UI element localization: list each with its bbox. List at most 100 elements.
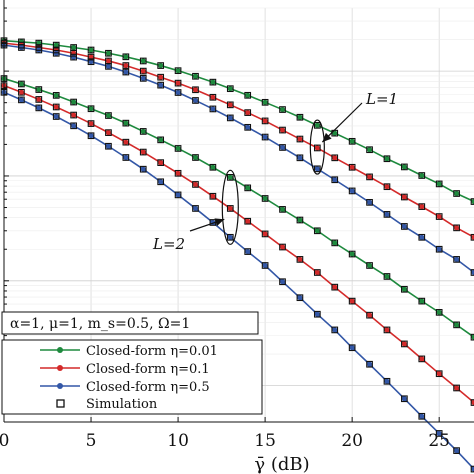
simulation-point	[105, 49, 112, 57]
x-axis-title: γ̄ (dB)	[254, 454, 309, 474]
series-point	[227, 234, 233, 240]
legend-label: Closed-form η=0.1	[86, 362, 210, 377]
series-point	[123, 139, 129, 145]
simulation-point	[470, 399, 474, 406]
simulation-point	[157, 159, 165, 166]
simulation-point	[348, 163, 356, 171]
series-point	[349, 188, 355, 194]
simulation-point	[435, 213, 443, 220]
legend-label: Closed-form η=0.01	[86, 344, 218, 359]
simulation-point	[52, 49, 60, 57]
series-point	[453, 322, 460, 328]
series-point	[175, 80, 181, 86]
series-point	[401, 341, 407, 347]
simulation-point	[192, 86, 199, 94]
simulation-point	[279, 206, 286, 213]
simulation-point	[366, 173, 373, 181]
simulation-point	[209, 192, 217, 200]
series-point	[227, 102, 233, 108]
simulation-point	[261, 230, 269, 238]
simulation-point	[401, 223, 408, 230]
simulation-point	[87, 105, 95, 113]
legend-dot-blue	[57, 383, 63, 389]
simulation-point	[244, 123, 252, 131]
simulation-point	[192, 154, 199, 161]
series-point	[123, 69, 129, 75]
l1-arrow	[321, 102, 363, 143]
series-point	[88, 133, 94, 139]
series-point	[36, 105, 42, 111]
simulation-point	[209, 105, 217, 113]
series-point	[245, 185, 251, 191]
series-line	[3, 91, 474, 470]
simulation-point	[383, 273, 391, 280]
series-line	[3, 39, 474, 203]
simulation-point	[244, 248, 252, 255]
simulation-point	[296, 256, 304, 263]
series-point	[471, 198, 474, 205]
series-point	[262, 134, 268, 140]
series-point	[245, 124, 251, 130]
series-point	[384, 211, 390, 217]
x-tick-label: 0	[0, 431, 9, 451]
simulation-point	[279, 243, 286, 251]
series-point	[227, 86, 233, 92]
simulation-point	[70, 111, 77, 119]
series-point	[123, 62, 129, 69]
series-point	[453, 225, 460, 231]
simulation-point	[139, 165, 147, 173]
series-point	[192, 154, 199, 161]
series-point	[123, 154, 129, 161]
series-point	[401, 286, 407, 292]
series-point	[140, 58, 146, 64]
simulation-point	[296, 216, 304, 224]
series-point	[105, 63, 112, 69]
axes: 0 5 10 15 20 25	[0, 0, 474, 451]
series-point	[245, 110, 251, 116]
series-point	[384, 273, 390, 280]
simulation-point	[296, 294, 304, 302]
series-point	[279, 244, 286, 250]
simulation-point	[139, 75, 147, 82]
simulation-point	[348, 344, 356, 352]
simulation-point	[157, 73, 165, 81]
simulation-point	[105, 142, 112, 150]
series-point	[175, 192, 181, 198]
simulation-point	[279, 144, 286, 151]
series-point	[140, 75, 146, 81]
parameters-frame	[1, 311, 259, 335]
legend-entry-simulation: Simulation	[56, 397, 158, 412]
series-line	[3, 44, 474, 274]
simulation-point	[331, 283, 339, 291]
simulation-point	[261, 98, 269, 106]
series-point	[332, 177, 338, 183]
series-point	[262, 231, 268, 237]
series-point	[453, 190, 460, 197]
series-line	[3, 84, 474, 404]
simulation-point	[35, 46, 43, 54]
simulation-point	[226, 85, 234, 93]
series-point	[140, 166, 146, 172]
simulation-point	[261, 262, 269, 269]
series-point	[210, 193, 216, 199]
series-point	[297, 295, 303, 301]
simulation-point	[313, 269, 321, 276]
series-point	[192, 181, 199, 188]
series-point	[297, 136, 303, 142]
simulation-point	[18, 88, 25, 96]
simulation-point	[453, 190, 460, 197]
series-point	[18, 89, 25, 95]
simulation-point	[157, 178, 165, 186]
simulation-point	[435, 180, 443, 188]
series-line	[3, 77, 474, 338]
simulation-point	[348, 250, 356, 258]
simulation-point	[470, 198, 474, 205]
simulation-point	[244, 184, 252, 192]
series-point	[297, 256, 303, 263]
simulation-point	[313, 165, 321, 173]
series-point	[419, 356, 425, 362]
simulation-point	[157, 62, 165, 69]
series-point	[419, 234, 425, 240]
simulation-point	[366, 311, 373, 319]
x-tick-label: 20	[341, 431, 363, 451]
